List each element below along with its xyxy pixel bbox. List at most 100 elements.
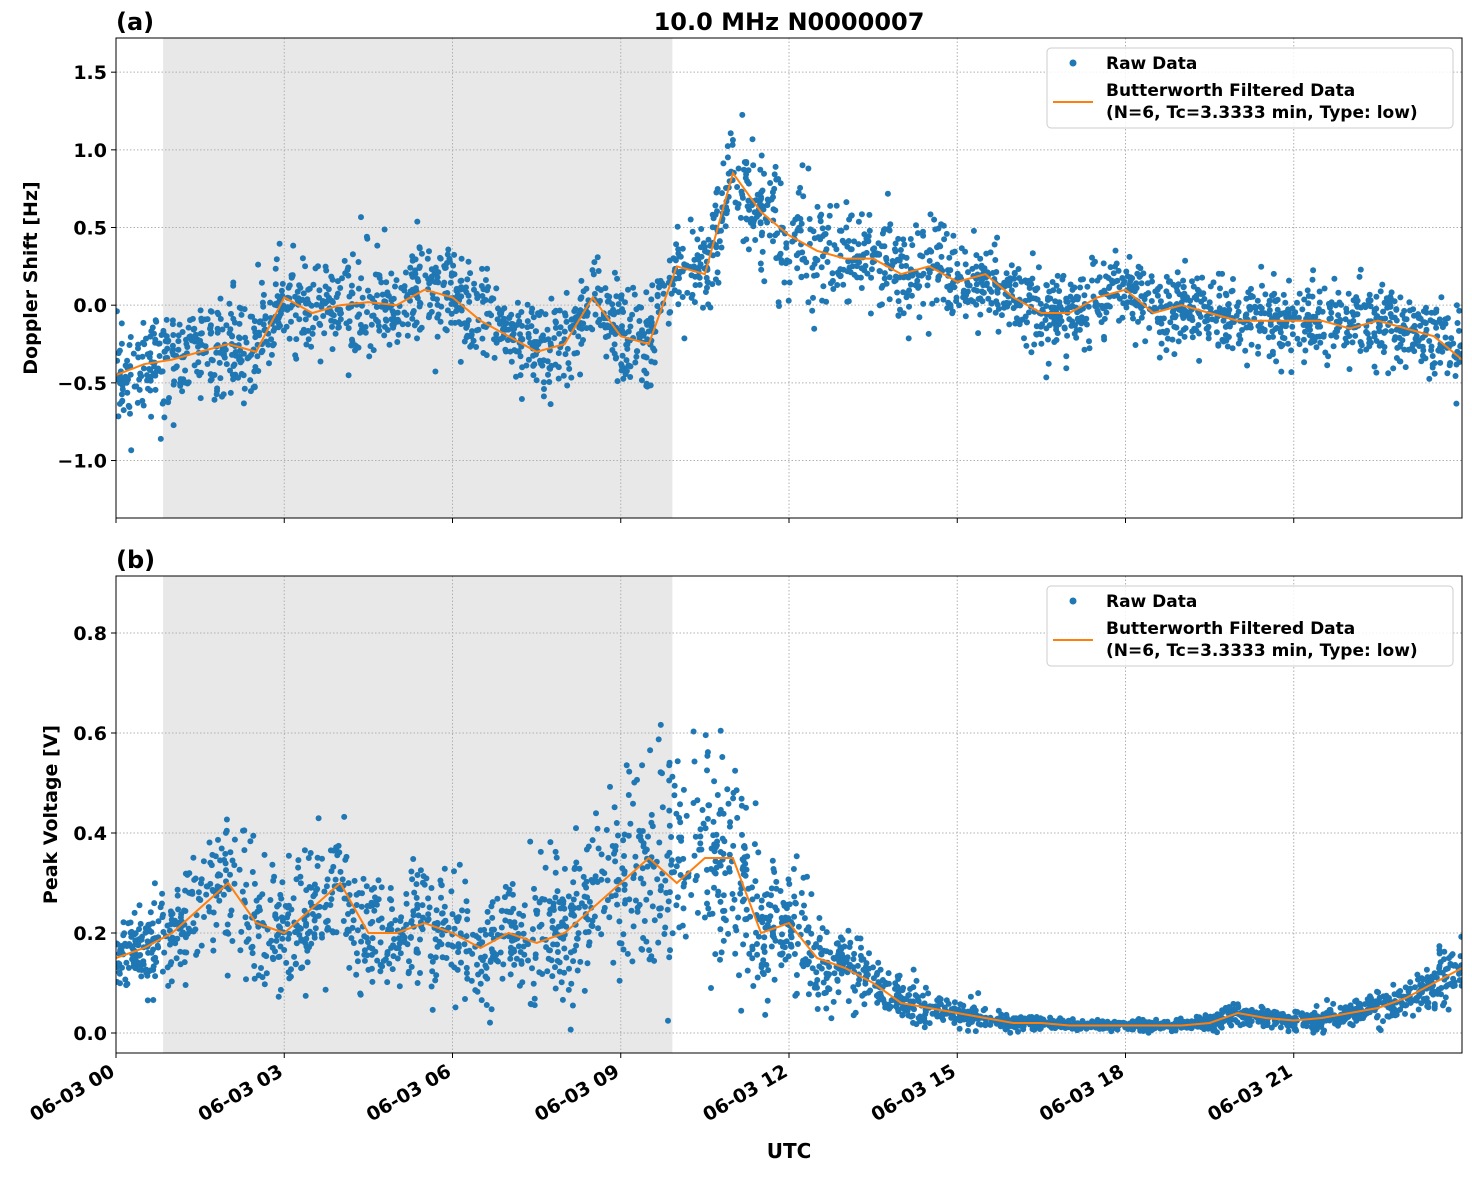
raw-data-point [675, 758, 681, 764]
raw-data-point [459, 907, 465, 913]
raw-data-point [861, 1001, 867, 1007]
raw-data-point [1101, 260, 1107, 266]
raw-data-point [941, 236, 947, 242]
raw-data-point [691, 263, 697, 269]
raw-data-point [364, 952, 370, 958]
raw-data-point [562, 916, 568, 922]
raw-data-point [760, 957, 766, 963]
raw-data-point [405, 333, 411, 339]
raw-data-point [152, 973, 158, 979]
raw-data-point [387, 342, 393, 348]
raw-data-point [828, 280, 834, 286]
raw-data-point [895, 312, 901, 318]
raw-data-point [543, 311, 549, 317]
raw-data-point [785, 915, 791, 921]
raw-data-point [948, 304, 954, 310]
raw-data-point [827, 213, 833, 219]
raw-data-point [429, 266, 435, 272]
raw-data-point [135, 400, 141, 406]
raw-data-point [1047, 296, 1053, 302]
raw-data-point [648, 820, 654, 826]
raw-data-point [285, 304, 291, 310]
raw-data-point [429, 984, 435, 990]
raw-data-point [758, 267, 764, 273]
raw-data-point [777, 253, 783, 259]
raw-data-point [221, 892, 227, 898]
raw-data-point [153, 387, 159, 393]
raw-data-point [1416, 337, 1422, 343]
raw-data-point [1456, 328, 1462, 334]
raw-data-point [791, 894, 797, 900]
raw-data-point [252, 384, 258, 390]
raw-data-point [361, 876, 367, 882]
raw-data-point [569, 317, 575, 323]
raw-data-point [1350, 339, 1356, 345]
raw-data-point [286, 969, 292, 975]
raw-data-point [755, 192, 761, 198]
raw-data-point [435, 334, 441, 340]
raw-data-point [227, 326, 233, 332]
raw-data-point [830, 286, 836, 292]
raw-data-point [223, 830, 229, 836]
raw-data-point [715, 251, 721, 257]
raw-data-point [565, 346, 571, 352]
raw-data-point [734, 815, 740, 821]
raw-data-point [330, 864, 336, 870]
raw-data-point [614, 902, 620, 908]
raw-data-point [198, 395, 204, 401]
raw-data-point [830, 270, 836, 276]
raw-data-point [783, 260, 789, 266]
raw-data-point [1456, 308, 1462, 314]
raw-data-point [1223, 324, 1229, 330]
panel-a-doppler-shift: −1.0−0.50.00.51.01.5(a)10.0 MHz N0000007… [20, 8, 1464, 523]
raw-data-point [622, 887, 628, 893]
raw-data-point [252, 334, 258, 340]
raw-data-point [676, 275, 682, 281]
raw-data-point [906, 335, 912, 341]
raw-data-point [412, 322, 418, 328]
raw-data-point [1317, 300, 1323, 306]
raw-data-point [273, 266, 279, 272]
raw-data-point [720, 836, 726, 842]
raw-data-point [1301, 359, 1307, 365]
raw-data-point [175, 338, 181, 344]
raw-data-point [436, 312, 442, 318]
raw-data-point [700, 807, 706, 813]
raw-data-point [119, 391, 125, 397]
raw-data-point [389, 906, 395, 912]
raw-data-point [1142, 338, 1148, 344]
raw-data-point [229, 333, 235, 339]
raw-data-point [809, 265, 815, 271]
raw-data-point [194, 949, 200, 955]
raw-data-point [786, 881, 792, 887]
raw-data-point [753, 800, 759, 806]
raw-data-point [1149, 273, 1155, 279]
raw-data-point [631, 923, 637, 929]
raw-data-point [1366, 297, 1372, 303]
raw-data-point [225, 931, 231, 937]
raw-data-point [858, 936, 864, 942]
raw-data-point [587, 899, 593, 905]
raw-data-point [1426, 376, 1432, 382]
raw-data-point [1157, 355, 1163, 361]
raw-data-point [1053, 324, 1059, 330]
raw-data-point [814, 977, 820, 983]
raw-data-point [672, 287, 678, 293]
raw-data-point [750, 162, 756, 168]
raw-data-point [856, 241, 862, 247]
raw-data-point [977, 312, 983, 318]
raw-data-point [148, 909, 154, 915]
raw-data-point [379, 884, 385, 890]
raw-data-point [1089, 255, 1095, 261]
raw-data-point [349, 337, 355, 343]
raw-data-point [141, 403, 147, 409]
raw-data-point [464, 898, 470, 904]
raw-data-point [360, 295, 366, 301]
raw-data-point [877, 302, 883, 308]
raw-data-point [315, 863, 321, 869]
raw-data-point [1416, 315, 1422, 321]
raw-data-point [162, 349, 168, 355]
raw-data-point [831, 956, 837, 962]
raw-data-point [723, 223, 729, 229]
raw-data-point [351, 917, 357, 923]
